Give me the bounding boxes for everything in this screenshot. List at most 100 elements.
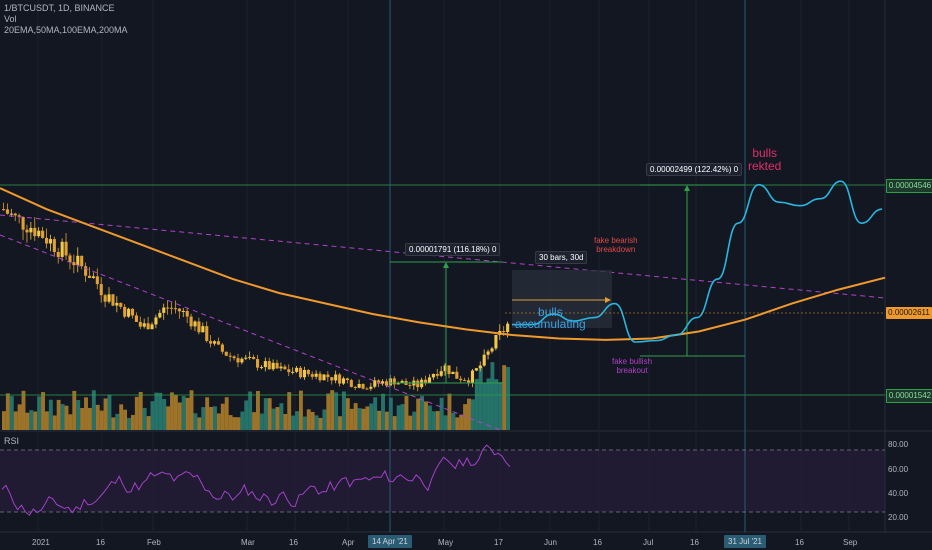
candle-body [185, 311, 189, 317]
xtick-mar: Mar [241, 538, 255, 547]
volume-bar [451, 412, 456, 430]
candle-body [52, 239, 56, 252]
candle-body [64, 241, 68, 256]
measure1-label[interactable]: 0.00001791 (116.18%) 0 [405, 243, 501, 256]
volume-bar [213, 406, 217, 430]
volume-bar [381, 393, 385, 430]
candle-body [56, 251, 60, 257]
volume-bar [431, 411, 436, 430]
volume-bar [357, 408, 362, 430]
candle-body [91, 276, 95, 279]
candle-body [357, 383, 361, 388]
volume-bar [134, 396, 139, 430]
xtick-2021: 2021 [32, 538, 50, 547]
volume-bar [349, 408, 354, 430]
candle-body [103, 295, 107, 302]
candle-body [400, 380, 404, 383]
fake-bullish-line2: breakout [616, 366, 648, 375]
candle-body [252, 356, 256, 360]
volume-bar [345, 398, 350, 430]
candle-body [408, 384, 412, 386]
volume-bar [220, 403, 225, 430]
candle-body [263, 361, 267, 368]
bulls-accumulating-label[interactable]: bulls accumulating [515, 306, 586, 330]
candle-body [287, 369, 291, 373]
volume-bar [115, 413, 120, 430]
volume-bar [138, 391, 143, 430]
fake-bullish-label[interactable]: fake bullish breakout [612, 357, 652, 375]
indicators-legend[interactable]: 20EMA,50MA,100EMA,200MA [4, 25, 128, 35]
candle-body [5, 209, 10, 214]
volume-bar [435, 411, 440, 430]
volume-bar [236, 417, 241, 430]
candle-body [474, 368, 478, 371]
candle-body [392, 378, 396, 385]
time-tag-apr: 14 Apr '21 [368, 535, 412, 548]
candle-body [259, 367, 264, 369]
symbol-title[interactable]: 1/BTCUSDT, 1D, BINANCE [4, 3, 115, 13]
volume-bar [216, 413, 221, 430]
candle-body [177, 308, 181, 312]
dashed-trendline-upper[interactable] [0, 214, 886, 299]
volume-bar [467, 398, 471, 430]
candle-body [295, 367, 299, 372]
range-label[interactable]: 30 bars, 30d [535, 251, 588, 264]
volume-bar [373, 397, 378, 430]
volume-bar [443, 415, 448, 430]
candle-body [318, 373, 322, 381]
candle-body [236, 358, 240, 363]
volume-bar [377, 410, 382, 430]
volume-bar [224, 397, 229, 430]
volume-bar [154, 392, 159, 430]
candle-body [123, 306, 127, 317]
volume-bar [232, 417, 237, 430]
candle-body [41, 230, 45, 238]
rsi-legend[interactable]: RSI [4, 436, 20, 446]
candle-body [72, 262, 76, 266]
candle-body [142, 323, 146, 327]
time-tag-jul: 31 Jul '21 [724, 535, 766, 548]
candle-body [25, 229, 29, 233]
volume-bar [447, 393, 452, 430]
projection-line[interactable] [511, 180, 883, 343]
volume-bar [142, 407, 147, 430]
candle-body [99, 284, 103, 296]
measure2-label[interactable]: 0.00002499 (122.42%) 0 [646, 163, 743, 176]
candle-body [349, 380, 353, 387]
volume-bar [365, 406, 370, 430]
xtick-jul: Jul [643, 538, 654, 547]
ma200-line[interactable] [0, 187, 886, 341]
volume-bar [416, 398, 421, 430]
volume-bar [298, 390, 303, 430]
volume-bar [322, 409, 327, 430]
volume-bar [455, 417, 460, 430]
chart-header: 1/BTCUSDT, 1D, BINANCE Vol 20EMA,50MA,10… [4, 3, 128, 36]
volume-bar [341, 391, 346, 430]
fake-bearish-label[interactable]: fake bearish breakdown [594, 236, 638, 254]
volume-bar [267, 398, 272, 430]
candle-body [439, 371, 443, 376]
volume-bar [37, 396, 42, 430]
volume-bar [72, 390, 77, 430]
volume-bar [205, 397, 210, 430]
candle-body [314, 373, 318, 377]
candle-body [271, 362, 275, 370]
vol-legend[interactable]: Vol [4, 14, 17, 24]
range-box[interactable] [512, 270, 612, 328]
candle-body [107, 294, 111, 302]
xtick-17-may: 17 [494, 538, 503, 547]
candle-body [267, 361, 271, 370]
bulls-rekted-label[interactable]: bulls rekted [748, 147, 781, 173]
candle-body [486, 351, 490, 355]
candle-body [9, 213, 13, 215]
candle-body [84, 266, 88, 276]
candle-body [170, 307, 174, 309]
candle-body [373, 380, 377, 387]
candle-body [29, 227, 33, 233]
candle-body [326, 374, 330, 378]
candle-body [298, 367, 303, 378]
rsi-line[interactable] [1, 444, 511, 516]
candle-body [119, 302, 123, 307]
xtick-16-mar: 16 [289, 538, 298, 547]
